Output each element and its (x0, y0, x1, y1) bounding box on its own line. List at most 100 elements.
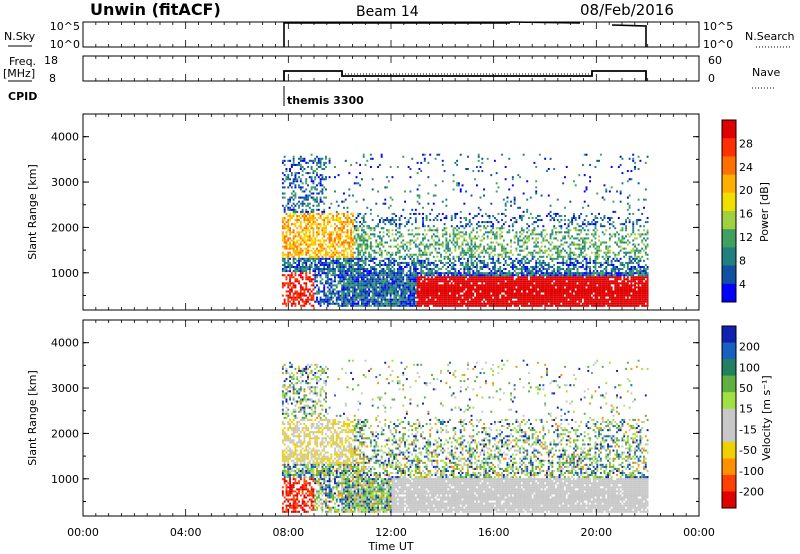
echo-cell (530, 252, 532, 254)
echo-cell (553, 295, 555, 297)
echo-cell (400, 268, 402, 270)
echo-cell (345, 270, 347, 272)
echo-cell (568, 282, 570, 284)
echo-cell (429, 268, 431, 270)
echo-cell (544, 280, 546, 282)
echo-cell (465, 168, 467, 170)
echo-cell (422, 260, 424, 262)
echo-cell (377, 303, 379, 305)
echo-cell (438, 297, 440, 299)
echo-cell (444, 274, 446, 276)
echo-cell (370, 166, 372, 168)
echo-cell (463, 239, 465, 241)
echo-cell (483, 280, 485, 282)
echo-cell (406, 305, 408, 307)
echo-cell (305, 217, 307, 219)
echo-cell (553, 217, 555, 219)
echo-cell (309, 295, 311, 297)
echo-cell (399, 219, 401, 221)
echo-cell (498, 186, 500, 188)
echo-cell (321, 282, 323, 284)
echo-cell (374, 276, 376, 278)
echo-cell (409, 274, 411, 276)
echo-cell (341, 293, 343, 295)
echo-cell (359, 260, 361, 262)
echo-cell (453, 274, 455, 276)
echo-cell (343, 276, 345, 278)
echo-cell (550, 272, 552, 274)
echo-cell (390, 221, 392, 223)
echo-cell (515, 231, 517, 233)
echo-cell (309, 219, 311, 221)
echo-cell (348, 270, 350, 272)
echo-cell (339, 270, 341, 272)
echo-cell (489, 256, 491, 258)
echo-cell (490, 221, 492, 223)
echo-cell (393, 219, 395, 221)
echo-cell (316, 174, 318, 176)
echo-cell (496, 272, 498, 274)
echo-cell (526, 295, 528, 297)
echo-cell (334, 166, 336, 168)
echo-cell (400, 274, 402, 276)
echo-cell (481, 293, 483, 295)
echo-cell (553, 227, 555, 229)
echo-cell (368, 288, 370, 290)
echo-cell (409, 301, 411, 303)
echo-cell (327, 272, 329, 274)
echo-cell (510, 205, 512, 207)
echo-cell (311, 262, 313, 264)
echo-cell (323, 225, 325, 227)
echo-cell (406, 262, 408, 264)
echo-cell (314, 272, 316, 274)
echo-cell (454, 276, 456, 278)
echo-cell (469, 225, 471, 227)
echo-cell (357, 295, 359, 297)
echo-cell (447, 266, 449, 268)
echo-cell (512, 286, 514, 288)
echo-cell (399, 295, 401, 297)
echo-cell (316, 256, 318, 258)
echo-cell (366, 297, 368, 299)
echo-cell (320, 252, 322, 254)
echo-cell (289, 284, 291, 286)
echo-cell (296, 246, 298, 248)
echo-cell (334, 252, 336, 254)
echo-cell (348, 280, 350, 282)
echo-cell (517, 254, 519, 256)
echo-cell (526, 231, 528, 233)
echo-cell (311, 219, 313, 221)
echo-cell (465, 190, 467, 192)
echo-cell (508, 288, 510, 290)
echo-cell (386, 252, 388, 254)
echo-cell (542, 262, 544, 264)
echo-cell (336, 225, 338, 227)
echo-cell (471, 278, 473, 280)
echo-cell (569, 270, 571, 272)
echo-cell (321, 270, 323, 272)
echo-cell (375, 274, 377, 276)
echo-cell (334, 303, 336, 305)
echo-cell (427, 268, 429, 270)
echo-cell (375, 286, 377, 288)
echo-cell (498, 244, 500, 246)
echo-cell (433, 262, 435, 264)
echo-cell (539, 295, 541, 297)
echo-cell (320, 160, 322, 162)
echo-cell (418, 305, 420, 307)
echo-cell (332, 301, 334, 303)
echo-cell (354, 219, 356, 221)
echo-cell (287, 237, 289, 239)
echo-cell (544, 290, 546, 292)
echo-cell (361, 258, 363, 260)
echo-cell (300, 260, 302, 262)
echo-cell (359, 221, 361, 223)
echo-cell (564, 223, 566, 225)
echo-cell (411, 223, 413, 225)
echo-cell (390, 270, 392, 272)
echo-cell (465, 303, 467, 305)
echo-cell (327, 276, 329, 278)
echo-cell (499, 244, 501, 246)
echo-cell (323, 262, 325, 264)
echo-cell (436, 241, 438, 243)
